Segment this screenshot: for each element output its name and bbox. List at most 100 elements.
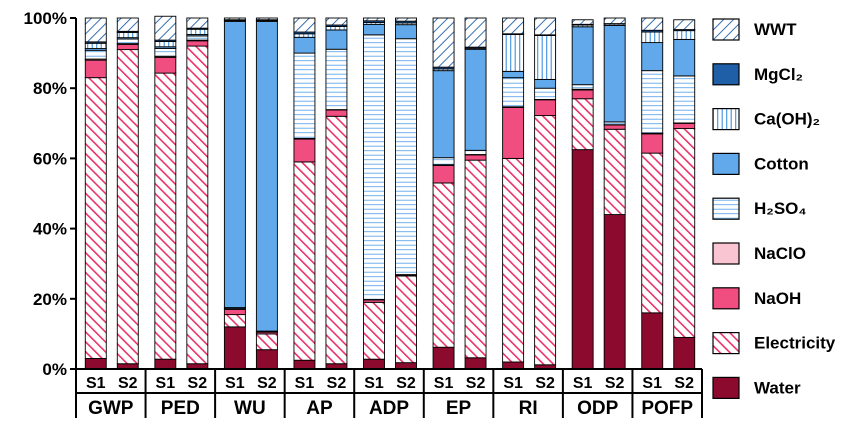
bar-segment-caoh2 bbox=[534, 35, 557, 80]
bar-segment-electricity bbox=[603, 128, 626, 216]
bar-segment-wwt bbox=[534, 17, 557, 36]
y-tick-label: 80% bbox=[33, 79, 67, 98]
bar-segment-h2so4 bbox=[186, 35, 209, 41]
bar-segment-water bbox=[502, 361, 525, 370]
bar-segment-water bbox=[363, 358, 385, 370]
legend-item-wwt: WWT bbox=[712, 18, 797, 41]
bar-segment-h2so4 bbox=[395, 38, 417, 276]
scenario-label: S2 bbox=[466, 375, 486, 392]
bar-segment-water bbox=[464, 357, 487, 370]
bar-segment-water bbox=[641, 312, 664, 370]
legend-swatch bbox=[712, 376, 740, 399]
scenario-label: S2 bbox=[118, 375, 138, 392]
bar-segment-cotton bbox=[603, 24, 626, 123]
y-axis: 0% 20% 40% 60% 80% 100% bbox=[24, 9, 77, 379]
y-tick-label: 100% bbox=[24, 9, 67, 28]
category-label-adp: ADP bbox=[369, 398, 409, 419]
legend-item-h2so4: H₂SO₄ bbox=[712, 197, 807, 220]
legend-swatch bbox=[712, 152, 740, 175]
scenario-label: S2 bbox=[257, 375, 277, 392]
bar-adp-s2 bbox=[395, 17, 417, 370]
bar-segment-h2so4 bbox=[363, 34, 385, 300]
bar-segment-water bbox=[84, 358, 107, 370]
bar-segment-cotton bbox=[502, 70, 525, 79]
bar-pofp-s1 bbox=[641, 17, 664, 370]
bar-segment-naoh bbox=[293, 138, 316, 163]
legend-label: H₂SO₄ bbox=[754, 199, 807, 218]
bar-segment-cotton bbox=[325, 29, 348, 50]
scenario-label: S2 bbox=[605, 375, 625, 392]
legend-label: WWT bbox=[754, 20, 797, 39]
bar-segment-naoh bbox=[603, 124, 626, 130]
bar-segment-h2so4 bbox=[464, 149, 487, 155]
bar-segment-naoh bbox=[464, 154, 487, 161]
scenario-label: S1 bbox=[225, 375, 245, 392]
scenario-label: S2 bbox=[674, 375, 694, 392]
bar-segment-naoh bbox=[502, 107, 525, 159]
y-tick-label: 20% bbox=[33, 290, 67, 309]
bar-segment-naoh bbox=[186, 40, 209, 47]
category-label-ri: RI bbox=[519, 398, 538, 419]
legend-label: Water bbox=[754, 378, 801, 397]
legend-swatch bbox=[712, 242, 740, 265]
legend-label: Cotton bbox=[754, 154, 809, 173]
bar-segment-cotton bbox=[255, 21, 278, 332]
category-label-pofp: POFP bbox=[641, 398, 693, 419]
bar-gwp-s2 bbox=[116, 17, 139, 370]
legend-label: NaClO bbox=[754, 244, 806, 263]
y-tick-label: 40% bbox=[33, 220, 67, 239]
bar-segment-electricity bbox=[534, 115, 557, 366]
legend-label: Ca(OH)₂ bbox=[754, 110, 820, 129]
bar-segment-h2so4 bbox=[534, 87, 557, 100]
scenario-label: S1 bbox=[295, 375, 315, 392]
bar-segment-electricity bbox=[154, 72, 177, 360]
legend-item-cotton: Cotton bbox=[712, 152, 809, 175]
bar-segment-wwt bbox=[255, 17, 278, 21]
bar-segment-caoh2 bbox=[116, 31, 139, 39]
legend-label: Electricity bbox=[754, 334, 836, 353]
scenario-label: S2 bbox=[327, 375, 347, 392]
bar-adp-s1 bbox=[363, 17, 385, 370]
bar-segment-caoh2 bbox=[673, 30, 696, 40]
legend-label: NaOH bbox=[754, 289, 801, 308]
bar-segment-wwt bbox=[84, 17, 107, 43]
bar-segment-electricity bbox=[432, 182, 455, 348]
bar-segment-wwt bbox=[186, 17, 209, 29]
bar-segment-h2so4 bbox=[641, 70, 664, 134]
bar-ri-s2 bbox=[534, 17, 557, 370]
bar-segment-naoh bbox=[641, 133, 664, 154]
legend-swatch bbox=[712, 63, 740, 86]
bar-segment-water bbox=[673, 336, 696, 370]
bar-segment-h2so4 bbox=[154, 48, 177, 57]
legend: WWT MgCl₂ Ca(OH)₂ Cotton H₂SO₄ NaClO NaOH Elect… bbox=[712, 18, 836, 399]
bar-odp-s1 bbox=[571, 19, 594, 370]
bar-segment-h2so4 bbox=[673, 75, 696, 124]
legend-item-water: Water bbox=[712, 376, 801, 399]
bar-segment-wwt bbox=[395, 17, 417, 22]
legend-item-naclo: NaClO bbox=[712, 242, 806, 265]
legend-swatch bbox=[712, 18, 740, 41]
bar-segment-wwt bbox=[116, 17, 139, 32]
bar-segment-naoh bbox=[116, 43, 139, 51]
bar-ap-s2 bbox=[325, 17, 348, 370]
bar-segment-cotton bbox=[293, 36, 316, 54]
x-axis: S1 S2 GWP S1 S2 PED S1 S2 WU S1 S2 AP S1 S2 ADP S1 S2 EP S… bbox=[75, 368, 703, 419]
bar-gwp-s1 bbox=[84, 17, 107, 370]
y-tick-label: 60% bbox=[33, 149, 67, 168]
scenario-label: S2 bbox=[396, 375, 416, 392]
bar-segment-electricity bbox=[186, 45, 209, 365]
bar-segment-electricity bbox=[223, 314, 246, 328]
bar-segment-caoh2 bbox=[641, 31, 664, 44]
bars bbox=[84, 15, 696, 370]
bar-segment-electricity bbox=[363, 301, 385, 360]
bar-segment-caoh2 bbox=[84, 42, 107, 49]
bar-segment-h2so4 bbox=[293, 52, 316, 139]
bar-segment-wwt bbox=[464, 17, 487, 48]
legend-item-caoh2: Ca(OH)₂ bbox=[712, 107, 820, 131]
bar-segment-wwt bbox=[571, 19, 594, 25]
bar-segment-cotton bbox=[223, 21, 246, 309]
bar-segment-wwt bbox=[293, 17, 316, 33]
legend-label: MgCl₂ bbox=[754, 65, 803, 84]
bar-segment-electricity bbox=[293, 161, 316, 361]
